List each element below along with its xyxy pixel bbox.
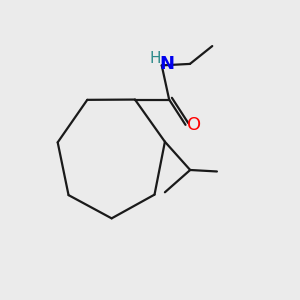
Text: H: H — [149, 51, 161, 66]
Text: N: N — [160, 55, 175, 73]
Text: O: O — [187, 116, 201, 134]
